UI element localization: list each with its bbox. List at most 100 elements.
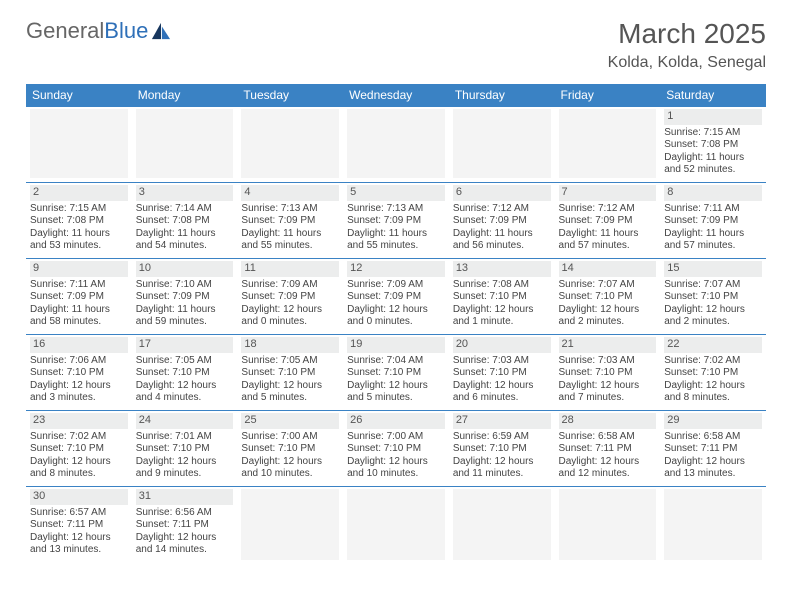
location: Kolda, Kolda, Senegal xyxy=(608,54,766,72)
day-number: 23 xyxy=(30,413,128,429)
weekday-header: Monday xyxy=(132,84,238,106)
day-number: 9 xyxy=(30,261,128,277)
calendar-cell xyxy=(449,106,555,182)
day-details: Sunrise: 7:01 AMSunset: 7:10 PMDaylight:… xyxy=(136,431,234,481)
day-number: 10 xyxy=(136,261,234,277)
empty-cell xyxy=(664,489,762,560)
day-details: Sunrise: 7:07 AMSunset: 7:10 PMDaylight:… xyxy=(559,279,657,329)
calendar-row: 1 Sunrise: 7:15 AMSunset: 7:08 PMDaylight… xyxy=(26,106,766,182)
day-number: 25 xyxy=(241,413,339,429)
calendar-cell: 27 Sunrise: 6:59 AMSunset: 7:10 PMDayligh… xyxy=(449,410,555,486)
day-number: 8 xyxy=(664,185,762,201)
empty-cell xyxy=(347,489,445,560)
day-details: Sunrise: 7:00 AMSunset: 7:10 PMDaylight:… xyxy=(347,431,445,481)
day-number: 16 xyxy=(30,337,128,353)
day-details: Sunrise: 7:12 AMSunset: 7:09 PMDaylight:… xyxy=(559,203,657,253)
logo-text-blue: Blue xyxy=(104,18,148,43)
calendar-cell: 20Sunrise: 7:03 AMSunset: 7:10 PMDayligh… xyxy=(449,334,555,410)
calendar-cell xyxy=(237,486,343,564)
calendar-cell: 18Sunrise: 7:05 AMSunset: 7:10 PMDayligh… xyxy=(237,334,343,410)
calendar-cell xyxy=(237,106,343,182)
calendar-cell: 17Sunrise: 7:05 AMSunset: 7:10 PMDayligh… xyxy=(132,334,238,410)
day-details: Sunrise: 6:58 AMSunset: 7:11 PMDaylight:… xyxy=(664,431,762,481)
calendar-cell: 24Sunrise: 7:01 AMSunset: 7:10 PMDayligh… xyxy=(132,410,238,486)
calendar-cell xyxy=(660,486,766,564)
day-number: 15 xyxy=(664,261,762,277)
day-number: 14 xyxy=(559,261,657,277)
calendar-cell: 11Sunrise: 7:09 AMSunset: 7:09 PMDayligh… xyxy=(237,258,343,334)
day-number: 21 xyxy=(559,337,657,353)
calendar-cell: 23Sunrise: 7:02 AMSunset: 7:10 PMDayligh… xyxy=(26,410,132,486)
calendar-cell: 15Sunrise: 7:07 AMSunset: 7:10 PMDayligh… xyxy=(660,258,766,334)
empty-cell xyxy=(453,109,551,178)
calendar-cell: 31Sunrise: 6:56 AMSunset: 7:11 PMDayligh… xyxy=(132,486,238,564)
day-details: Sunrise: 7:15 AMSunset: 7:08 PMDaylight:… xyxy=(664,127,762,177)
calendar-cell: 1 Sunrise: 7:15 AMSunset: 7:08 PMDaylight… xyxy=(660,106,766,182)
calendar-cell xyxy=(343,486,449,564)
calendar-row: 2Sunrise: 7:15 AMSunset: 7:08 PMDaylight… xyxy=(26,182,766,258)
day-details: Sunrise: 7:08 AMSunset: 7:10 PMDaylight:… xyxy=(453,279,551,329)
day-details: Sunrise: 7:11 AMSunset: 7:09 PMDaylight:… xyxy=(664,203,762,253)
day-number: 5 xyxy=(347,185,445,201)
day-details: Sunrise: 6:59 AMSunset: 7:10 PMDaylight:… xyxy=(453,431,551,481)
weekday-row: SundayMondayTuesdayWednesdayThursdayFrid… xyxy=(26,84,766,106)
day-details: Sunrise: 7:11 AMSunset: 7:09 PMDaylight:… xyxy=(30,279,128,329)
calendar-table: SundayMondayTuesdayWednesdayThursdayFrid… xyxy=(26,84,766,564)
calendar-cell: 28Sunrise: 6:58 AMSunset: 7:11 PMDayligh… xyxy=(555,410,661,486)
day-number: 18 xyxy=(241,337,339,353)
logo-text: GeneralBlue xyxy=(26,18,148,44)
day-details: Sunrise: 7:00 AMSunset: 7:10 PMDaylight:… xyxy=(241,431,339,481)
day-number: 28 xyxy=(559,413,657,429)
calendar-row: 30Sunrise: 6:57 AMSunset: 7:11 PMDayligh… xyxy=(26,486,766,564)
day-details: Sunrise: 7:03 AMSunset: 7:10 PMDaylight:… xyxy=(559,355,657,405)
day-number: 3 xyxy=(136,185,234,201)
empty-cell xyxy=(30,109,128,178)
calendar-cell: 26 Sunrise: 7:00 AMSunset: 7:10 PMDayligh… xyxy=(343,410,449,486)
day-details: Sunrise: 6:57 AMSunset: 7:11 PMDaylight:… xyxy=(30,507,128,557)
calendar-cell: 9 Sunrise: 7:11 AMSunset: 7:09 PMDaylight… xyxy=(26,258,132,334)
day-number: 7 xyxy=(559,185,657,201)
day-details: Sunrise: 7:10 AMSunset: 7:09 PMDaylight:… xyxy=(136,279,234,329)
day-number: 22 xyxy=(664,337,762,353)
weekday-header: Wednesday xyxy=(343,84,449,106)
calendar-row: 23Sunrise: 7:02 AMSunset: 7:10 PMDayligh… xyxy=(26,410,766,486)
month-title: March 2025 xyxy=(608,18,766,50)
calendar-cell: 13 Sunrise: 7:08 AMSunset: 7:10 PMDayligh… xyxy=(449,258,555,334)
logo: GeneralBlue xyxy=(26,18,172,44)
calendar-cell: 10 Sunrise: 7:10 AMSunset: 7:09 PMDayligh… xyxy=(132,258,238,334)
day-details: Sunrise: 7:13 AMSunset: 7:09 PMDaylight:… xyxy=(241,203,339,253)
calendar-cell: 7 Sunrise: 7:12 AMSunset: 7:09 PMDaylight… xyxy=(555,182,661,258)
day-number: 1 xyxy=(664,109,762,125)
day-number: 27 xyxy=(453,413,551,429)
day-details: Sunrise: 7:06 AMSunset: 7:10 PMDaylight:… xyxy=(30,355,128,405)
day-details: Sunrise: 7:12 AMSunset: 7:09 PMDaylight:… xyxy=(453,203,551,253)
empty-cell xyxy=(241,489,339,560)
empty-cell xyxy=(453,489,551,560)
weekday-header: Saturday xyxy=(660,84,766,106)
day-number: 19 xyxy=(347,337,445,353)
empty-cell xyxy=(136,109,234,178)
calendar-cell: 3 Sunrise: 7:14 AMSunset: 7:08 PMDaylight… xyxy=(132,182,238,258)
day-details: Sunrise: 7:09 AMSunset: 7:09 PMDaylight:… xyxy=(347,279,445,329)
day-number: 31 xyxy=(136,489,234,505)
empty-cell xyxy=(241,109,339,178)
calendar-cell: 19Sunrise: 7:04 AMSunset: 7:10 PMDayligh… xyxy=(343,334,449,410)
calendar-cell: 12 Sunrise: 7:09 AMSunset: 7:09 PMDayligh… xyxy=(343,258,449,334)
day-number: 12 xyxy=(347,261,445,277)
empty-cell xyxy=(559,109,657,178)
sail-icon xyxy=(150,21,172,41)
weekday-header: Friday xyxy=(555,84,661,106)
weekday-header: Sunday xyxy=(26,84,132,106)
day-details: Sunrise: 7:14 AMSunset: 7:08 PMDaylight:… xyxy=(136,203,234,253)
day-details: Sunrise: 7:15 AMSunset: 7:08 PMDaylight:… xyxy=(30,203,128,253)
day-details: Sunrise: 7:02 AMSunset: 7:10 PMDaylight:… xyxy=(664,355,762,405)
day-number: 4 xyxy=(241,185,339,201)
calendar-cell: 4 Sunrise: 7:13 AMSunset: 7:09 PMDaylight… xyxy=(237,182,343,258)
calendar-cell: 14 Sunrise: 7:07 AMSunset: 7:10 PMDayligh… xyxy=(555,258,661,334)
day-details: Sunrise: 7:03 AMSunset: 7:10 PMDaylight:… xyxy=(453,355,551,405)
day-number: 13 xyxy=(453,261,551,277)
calendar-cell: 25 Sunrise: 7:00 AMSunset: 7:10 PMDayligh… xyxy=(237,410,343,486)
calendar-cell xyxy=(449,486,555,564)
day-number: 26 xyxy=(347,413,445,429)
day-number: 29 xyxy=(664,413,762,429)
